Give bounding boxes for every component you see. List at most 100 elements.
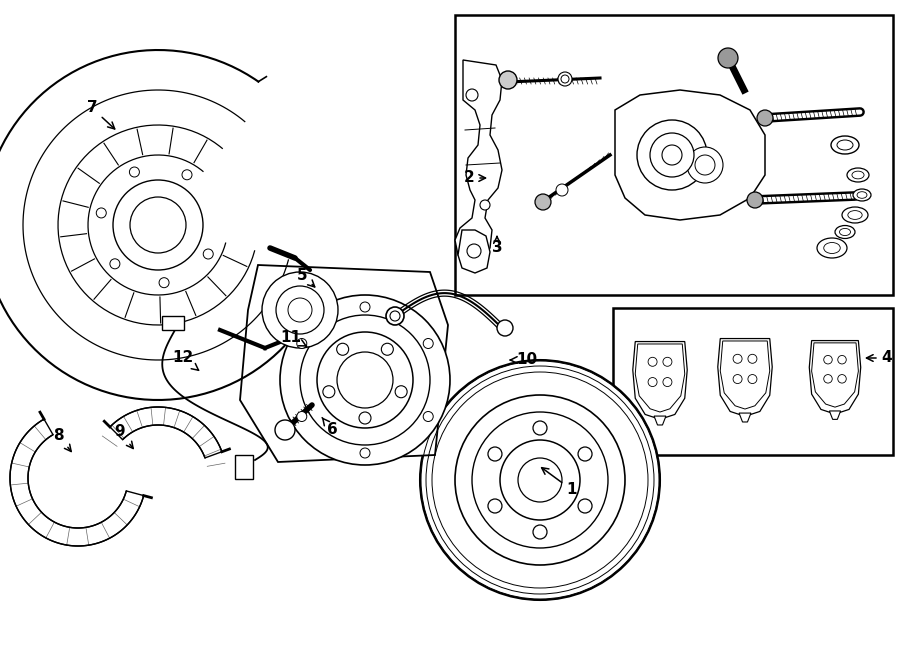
Text: 10: 10 (510, 352, 537, 368)
Circle shape (662, 145, 682, 165)
Polygon shape (809, 340, 860, 413)
Circle shape (467, 244, 481, 258)
Text: 8: 8 (53, 428, 71, 451)
Circle shape (360, 302, 370, 312)
Text: 7: 7 (86, 100, 114, 129)
Circle shape (337, 343, 348, 355)
Circle shape (500, 440, 580, 520)
Circle shape (297, 338, 307, 348)
Circle shape (748, 354, 757, 364)
Circle shape (533, 421, 547, 435)
Circle shape (276, 286, 324, 334)
Circle shape (182, 170, 192, 180)
Text: 12: 12 (173, 350, 199, 370)
Polygon shape (10, 419, 144, 546)
Text: 9: 9 (114, 424, 133, 449)
Circle shape (96, 208, 106, 218)
Text: 6: 6 (322, 418, 338, 438)
Circle shape (718, 48, 738, 68)
Circle shape (648, 358, 657, 366)
Ellipse shape (857, 192, 867, 198)
Ellipse shape (840, 229, 850, 235)
Circle shape (113, 180, 203, 270)
Circle shape (323, 386, 335, 398)
Ellipse shape (847, 168, 869, 182)
Bar (455, 15, 893, 295)
Ellipse shape (824, 243, 841, 254)
Circle shape (757, 110, 773, 126)
Ellipse shape (817, 238, 847, 258)
Circle shape (280, 295, 450, 465)
Circle shape (518, 458, 562, 502)
Circle shape (480, 200, 490, 210)
Polygon shape (635, 344, 685, 412)
Text: 1: 1 (542, 468, 577, 498)
Circle shape (472, 412, 608, 548)
Circle shape (288, 298, 312, 322)
Circle shape (824, 375, 832, 383)
Polygon shape (830, 411, 841, 419)
Ellipse shape (831, 136, 859, 154)
Circle shape (455, 395, 625, 565)
Circle shape (359, 412, 371, 424)
Text: 11: 11 (281, 330, 307, 346)
Circle shape (110, 259, 120, 269)
Circle shape (648, 377, 657, 387)
Circle shape (650, 133, 694, 177)
Circle shape (687, 147, 723, 183)
Circle shape (337, 352, 393, 408)
Circle shape (262, 272, 338, 348)
Circle shape (386, 307, 404, 325)
Circle shape (420, 360, 660, 600)
Circle shape (465, 235, 475, 245)
Circle shape (275, 420, 295, 440)
Circle shape (838, 356, 846, 364)
Circle shape (556, 184, 568, 196)
Circle shape (488, 447, 502, 461)
Polygon shape (739, 413, 751, 422)
Text: 5: 5 (297, 268, 315, 287)
Circle shape (300, 315, 430, 445)
Bar (162, 316, 184, 330)
Polygon shape (633, 342, 688, 418)
Ellipse shape (837, 140, 853, 150)
Text: 3: 3 (491, 237, 502, 256)
Circle shape (558, 72, 572, 86)
Circle shape (499, 71, 517, 89)
Circle shape (382, 343, 393, 355)
Circle shape (734, 375, 742, 383)
Circle shape (734, 354, 742, 364)
Circle shape (695, 155, 715, 175)
Polygon shape (458, 230, 490, 273)
Bar (235, 455, 253, 479)
Ellipse shape (852, 171, 864, 179)
Circle shape (578, 447, 592, 461)
Circle shape (824, 356, 832, 364)
Ellipse shape (848, 211, 862, 219)
Polygon shape (240, 265, 448, 462)
Polygon shape (718, 338, 772, 416)
Ellipse shape (853, 189, 871, 201)
Circle shape (561, 75, 569, 83)
Circle shape (203, 249, 213, 259)
Circle shape (663, 358, 672, 366)
Text: 4: 4 (867, 350, 892, 366)
Circle shape (497, 320, 513, 336)
Circle shape (466, 89, 478, 101)
Ellipse shape (835, 225, 855, 239)
Circle shape (838, 375, 846, 383)
Bar (613, 308, 893, 455)
Circle shape (130, 167, 140, 177)
Circle shape (360, 448, 370, 458)
Text: 2: 2 (464, 171, 485, 186)
Circle shape (423, 412, 433, 422)
Polygon shape (812, 343, 859, 407)
Circle shape (317, 332, 413, 428)
Circle shape (663, 377, 672, 387)
Circle shape (390, 311, 400, 321)
Polygon shape (455, 60, 502, 262)
Circle shape (130, 197, 186, 253)
Circle shape (159, 278, 169, 288)
Circle shape (423, 338, 433, 348)
Polygon shape (110, 407, 222, 458)
